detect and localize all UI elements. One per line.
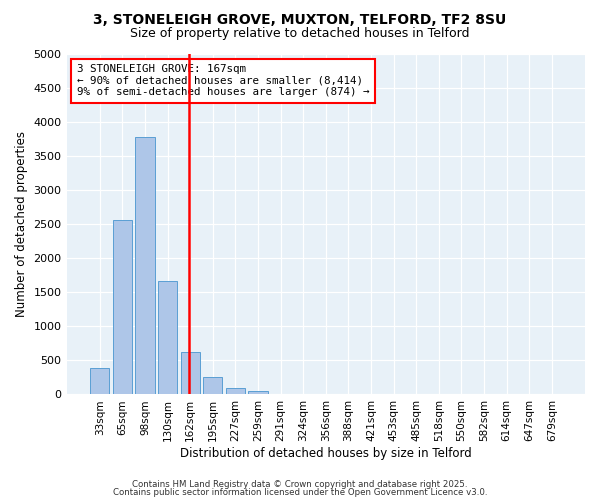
Bar [90, 368, 109, 394]
X-axis label: Distribution of detached houses by size in Telford: Distribution of detached houses by size … [180, 447, 472, 460]
Bar [158, 282, 177, 395]
Bar [203, 378, 223, 394]
Bar [226, 388, 245, 394]
Text: Contains HM Land Registry data © Crown copyright and database right 2025.: Contains HM Land Registry data © Crown c… [132, 480, 468, 489]
Y-axis label: Number of detached properties: Number of detached properties [15, 131, 28, 317]
Text: 3 STONELEIGH GROVE: 167sqm
← 90% of detached houses are smaller (8,414)
9% of se: 3 STONELEIGH GROVE: 167sqm ← 90% of deta… [77, 64, 370, 98]
Bar [113, 220, 132, 394]
Bar [136, 137, 155, 394]
Text: 3, STONELEIGH GROVE, MUXTON, TELFORD, TF2 8SU: 3, STONELEIGH GROVE, MUXTON, TELFORD, TF… [94, 12, 506, 26]
Bar [248, 391, 268, 394]
Text: Contains public sector information licensed under the Open Government Licence v3: Contains public sector information licen… [113, 488, 487, 497]
Bar [181, 352, 200, 395]
Text: Size of property relative to detached houses in Telford: Size of property relative to detached ho… [130, 28, 470, 40]
